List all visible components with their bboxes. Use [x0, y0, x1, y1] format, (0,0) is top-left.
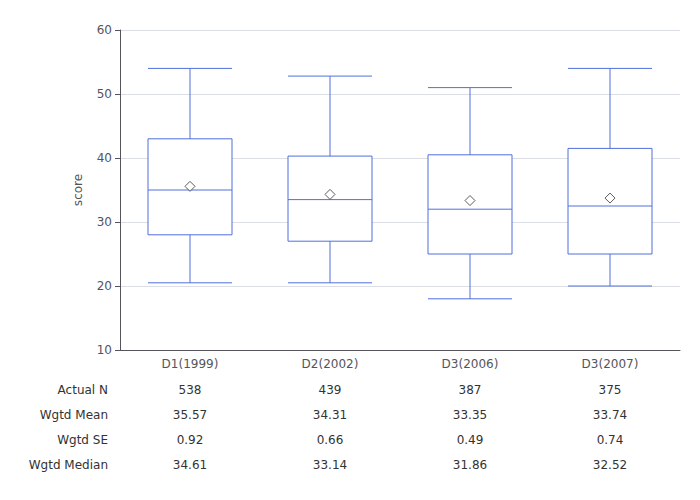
svg-text:31.86: 31.86	[453, 458, 487, 472]
svg-text:D3(2007): D3(2007)	[582, 357, 639, 371]
svg-text:33.14: 33.14	[313, 458, 347, 472]
svg-text:10: 10	[97, 343, 112, 357]
svg-text:34.61: 34.61	[173, 458, 207, 472]
svg-text:D2(2002): D2(2002)	[302, 357, 359, 371]
svg-text:Wgtd Mean: Wgtd Mean	[40, 408, 108, 422]
svg-text:40: 40	[97, 151, 112, 165]
svg-text:Wgtd Median: Wgtd Median	[29, 458, 108, 472]
svg-text:60: 60	[97, 23, 112, 37]
svg-text:0.74: 0.74	[597, 433, 624, 447]
svg-text:34.31: 34.31	[313, 408, 347, 422]
svg-text:0.92: 0.92	[177, 433, 204, 447]
svg-text:0.49: 0.49	[457, 433, 484, 447]
svg-text:538: 538	[179, 383, 202, 397]
svg-text:Wgtd SE: Wgtd SE	[57, 433, 108, 447]
svg-text:50: 50	[97, 87, 112, 101]
svg-text:score: score	[71, 174, 85, 206]
svg-text:20: 20	[97, 279, 112, 293]
svg-text:387: 387	[459, 383, 482, 397]
svg-text:32.52: 32.52	[593, 458, 627, 472]
svg-text:0.66: 0.66	[317, 433, 344, 447]
svg-text:33.74: 33.74	[593, 408, 627, 422]
svg-text:D1(1999): D1(1999)	[162, 357, 219, 371]
svg-text:439: 439	[319, 383, 342, 397]
svg-text:D3(2006): D3(2006)	[442, 357, 499, 371]
svg-text:35.57: 35.57	[173, 408, 207, 422]
svg-text:33.35: 33.35	[453, 408, 487, 422]
svg-text:375: 375	[599, 383, 622, 397]
svg-text:30: 30	[97, 215, 112, 229]
svg-text:Actual N: Actual N	[58, 383, 108, 397]
